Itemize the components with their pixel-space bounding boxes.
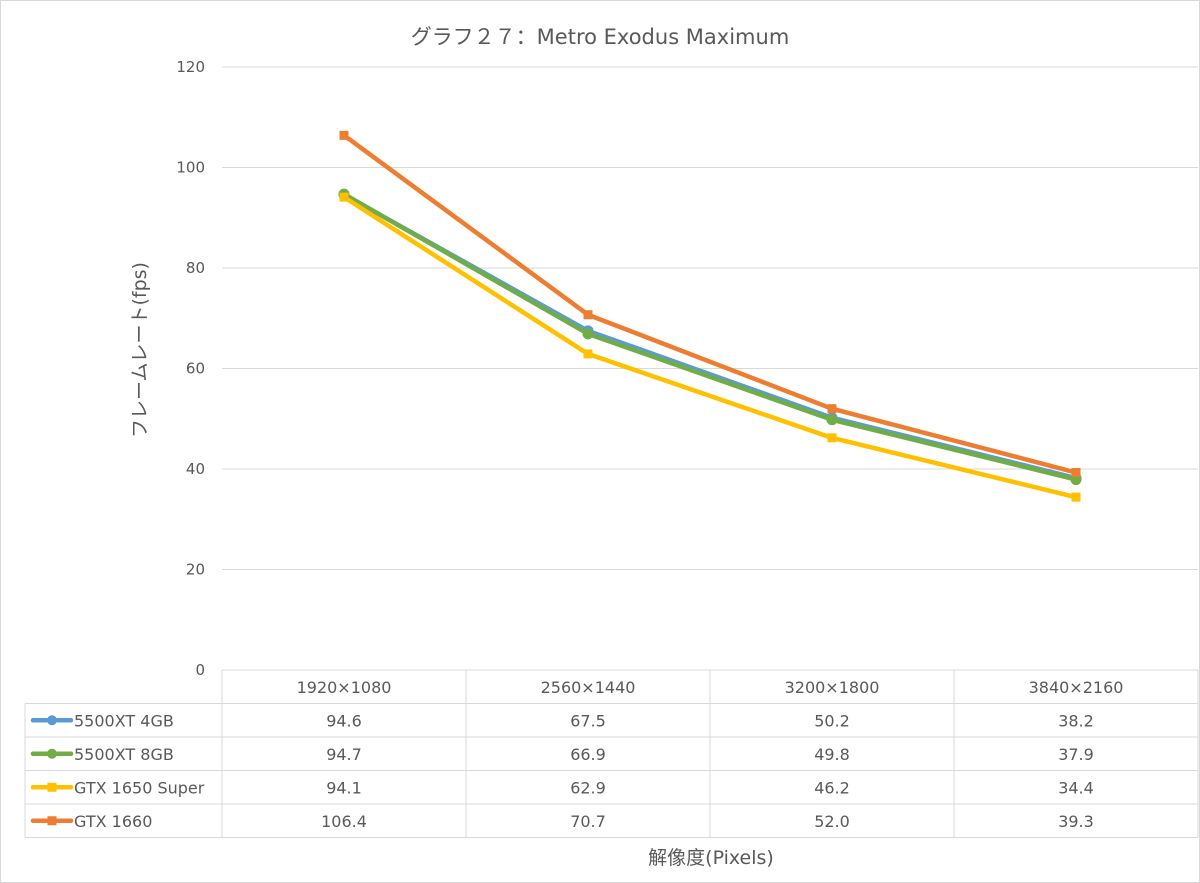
legend-label: GTX 1650 Super (74, 778, 205, 797)
data-table: 1920×1080 2560×1440 3200×1800 3840×2160 5500… (24, 669, 1199, 838)
chart-title: グラフ２７：Metro Exodus Maximum (411, 25, 790, 49)
data-label: 94.7 (326, 745, 362, 764)
data-label: 50.2 (814, 711, 850, 730)
data-label: 37.9 (1058, 745, 1094, 764)
data-label: 67.5 (570, 711, 606, 730)
gridlines (222, 66, 1198, 570)
y-axis-ticks: 0 20 40 60 80 100 120 (176, 58, 205, 679)
series-line (341, 192, 1079, 481)
series-line (341, 133, 1079, 475)
data-label: 94.1 (326, 778, 362, 797)
data-point (582, 328, 594, 340)
data-label: 39.3 (1058, 812, 1094, 831)
data-label: 38.2 (1058, 711, 1094, 730)
y-tick-label: 100 (176, 159, 205, 177)
y-tick-label: 0 (195, 661, 205, 679)
x-axis-label: 解像度(Pixels) (648, 847, 774, 869)
data-label: 70.7 (570, 812, 606, 831)
data-point (1071, 492, 1081, 502)
x-tick-label: 1920×1080 (297, 678, 392, 697)
x-tick-label: 3840×2160 (1029, 678, 1124, 697)
data-label: 66.9 (570, 745, 606, 764)
legend-key-marker (47, 748, 57, 759)
y-axis-label: フレームレート(fps) (129, 262, 151, 438)
data-label: 34.4 (1058, 778, 1094, 797)
data-label: 62.9 (570, 778, 606, 797)
y-tick-label: 120 (176, 58, 205, 76)
y-tick-label: 80 (186, 259, 205, 277)
data-point (826, 414, 838, 426)
data-point (827, 433, 837, 443)
data-point (583, 349, 593, 359)
data-point (583, 310, 593, 320)
legend-key-marker (47, 782, 57, 792)
legend-label: 5500XT 8GB (74, 745, 174, 764)
data-label: 106.4 (321, 812, 367, 831)
data-point (827, 404, 837, 414)
data-label: 46.2 (814, 778, 850, 797)
data-point (339, 192, 349, 202)
series-line (341, 191, 1079, 482)
data-point (1071, 468, 1081, 478)
legend-key-marker (47, 715, 57, 726)
series-line (341, 194, 1079, 500)
legend-key-marker (47, 816, 57, 826)
x-tick-label: 2560×1440 (541, 678, 636, 697)
legend-label: 5500XT 4GB (74, 711, 174, 730)
data-label: 94.6 (326, 711, 362, 730)
y-tick-label: 20 (186, 561, 205, 579)
legend-label: GTX 1660 (74, 812, 152, 831)
x-tick-label: 3200×1800 (785, 678, 880, 697)
series-lines (338, 130, 1082, 502)
data-label: 52.0 (814, 812, 850, 831)
data-label: 49.8 (814, 745, 850, 764)
y-tick-label: 60 (186, 360, 205, 378)
data-point (339, 130, 349, 140)
y-tick-label: 40 (186, 460, 205, 478)
